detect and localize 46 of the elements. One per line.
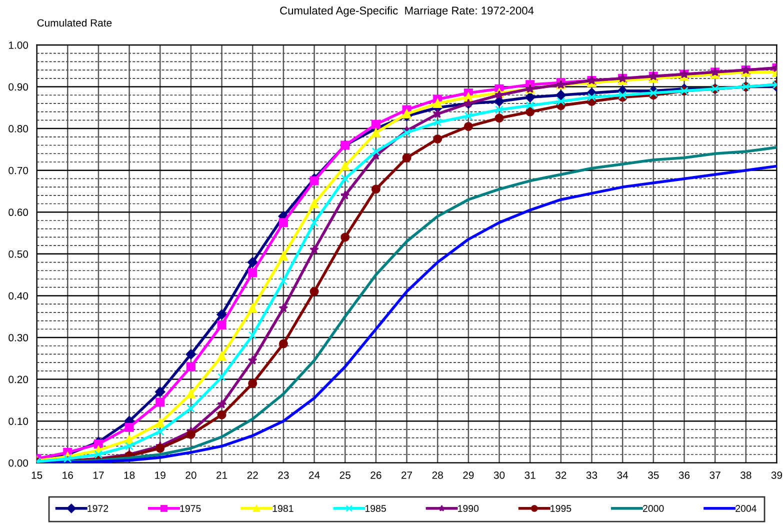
x-tick-label: 36 [678, 471, 690, 479]
chart-title: Cumulated Age-Specific Marriage Rate: 1972-2004 [280, 6, 534, 17]
y-axis-title: Cumulated Rate [37, 18, 112, 27]
legend-label: 1981 [272, 505, 294, 512]
legend-label: 1972 [88, 505, 108, 512]
legend-label: 1975 [180, 505, 201, 512]
x-tick-label: 19 [155, 471, 166, 479]
x-tick-label: 26 [370, 471, 382, 479]
y-tick-label: 0.80 [8, 125, 28, 132]
y-tick-label: 0.30 [8, 334, 28, 342]
x-tick-label: 32 [556, 471, 566, 479]
x-tick-label: 23 [278, 471, 289, 479]
y-tick-label: 0.90 [8, 83, 28, 91]
x-tick-label: 18 [124, 471, 135, 479]
x-tick-label: 38 [740, 471, 752, 479]
y-tick-label: 0.20 [8, 376, 28, 384]
x-tick-label: 34 [617, 471, 628, 479]
y-tick-label: 0.70 [8, 166, 28, 174]
x-tick-label: 27 [402, 471, 412, 479]
x-tick-label: 28 [432, 471, 443, 479]
y-tick-label: 1.00 [8, 41, 28, 49]
legend-label: 2004 [736, 505, 756, 512]
y-tick-label: 0.40 [8, 292, 28, 300]
x-tick-label: 17 [93, 472, 104, 479]
y-tick-label: 0.60 [8, 208, 28, 216]
x-tick-label: 15 [32, 472, 42, 479]
x-tick-label: 29 [463, 471, 474, 479]
legend-label: 1995 [550, 505, 572, 512]
legend-label: 1990 [458, 505, 479, 512]
x-tick-label: 16 [62, 471, 73, 479]
x-tick-label: 20 [186, 471, 196, 479]
x-tick-label: 30 [494, 471, 505, 479]
y-tick-label: 0.10 [8, 418, 28, 425]
x-tick-label: 37 [710, 471, 720, 479]
x-tick-label: 21 [216, 471, 228, 479]
x-tick-label: 22 [247, 471, 258, 479]
y-tick-label: 0.50 [8, 250, 28, 258]
legend-label: 1985 [365, 505, 386, 512]
x-tick-label: 39 [771, 471, 782, 479]
x-tick-label: 35 [648, 471, 659, 479]
y-tick-label: 0.00 [8, 459, 28, 467]
x-tick-label: 31 [524, 471, 536, 479]
x-tick-label: 25 [340, 471, 350, 479]
legend-label: 2000 [643, 505, 664, 512]
x-tick-label: 33 [586, 471, 598, 479]
x-tick-label: 24 [309, 471, 320, 479]
